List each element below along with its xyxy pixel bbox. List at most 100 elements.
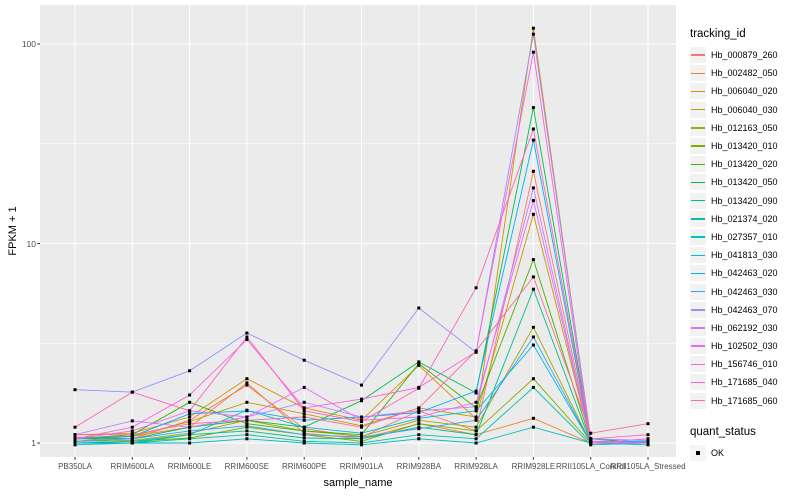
data-point bbox=[417, 437, 421, 441]
legend-items-quant-status: OK bbox=[690, 444, 778, 462]
data-point bbox=[188, 393, 192, 397]
data-point bbox=[474, 409, 478, 413]
data-point bbox=[130, 439, 134, 443]
legend-key-line bbox=[691, 309, 705, 311]
data-point bbox=[302, 418, 306, 422]
data-point bbox=[646, 437, 650, 441]
data-point bbox=[188, 437, 192, 441]
legend-item-label: Hb_027357_010 bbox=[711, 231, 778, 242]
data-point bbox=[417, 418, 421, 422]
legend-key-swatch bbox=[690, 283, 706, 300]
legend-key-line bbox=[691, 254, 705, 256]
data-point bbox=[474, 400, 478, 404]
data-point bbox=[417, 409, 421, 413]
data-point bbox=[417, 360, 421, 364]
legend-item-label: Hb_006040_030 bbox=[711, 104, 778, 115]
data-point bbox=[417, 362, 421, 366]
legend-item-Hb_012163_050: Hb_012163_050 bbox=[690, 119, 778, 137]
x-tick-label: RRIM600LA bbox=[110, 462, 155, 471]
legend-key-line bbox=[691, 290, 705, 293]
data-point bbox=[130, 433, 134, 437]
legend: tracking_id Hb_000879_260 Hb_002482_050 Hb… bbox=[690, 28, 778, 462]
data-point bbox=[302, 385, 306, 389]
legend-title-tracking-id: tracking_id bbox=[690, 28, 746, 40]
data-point bbox=[646, 438, 650, 442]
data-point bbox=[531, 138, 535, 142]
data-point bbox=[188, 369, 192, 373]
data-point bbox=[531, 385, 535, 389]
legend-item-Hb_041813_030: Hb_041813_030 bbox=[690, 246, 778, 264]
data-point bbox=[73, 437, 77, 441]
data-point bbox=[531, 343, 535, 347]
legend-key-line bbox=[691, 54, 705, 56]
legend-key-swatch bbox=[690, 319, 706, 336]
legend-item-Hb_156746_010: Hb_156746_010 bbox=[690, 355, 778, 373]
data-point bbox=[589, 439, 593, 443]
legend-key-line bbox=[691, 181, 705, 184]
y-tick-label: 10 bbox=[26, 238, 36, 249]
data-point bbox=[73, 433, 77, 437]
data-point bbox=[531, 287, 535, 291]
legend-item-Hb_021374_020: Hb_021374_020 bbox=[690, 210, 778, 228]
x-axis-title: sample_name bbox=[323, 477, 393, 489]
legend-key-line bbox=[691, 127, 705, 129]
data-point bbox=[474, 433, 478, 437]
x-tick-label: RRIM901LA bbox=[339, 462, 384, 471]
data-point bbox=[474, 415, 478, 419]
legend-key-swatch bbox=[690, 338, 706, 355]
legend-item-label: Hb_171685_060 bbox=[711, 395, 778, 406]
data-point bbox=[417, 306, 421, 310]
data-point bbox=[245, 422, 249, 426]
legend-title-quant-status: quant_status bbox=[690, 425, 756, 438]
legend-key-line bbox=[691, 109, 705, 111]
legend-key-swatch bbox=[690, 265, 706, 282]
legend-key-line bbox=[691, 72, 705, 75]
legend-item-Hb_042463_070: Hb_042463_070 bbox=[690, 301, 778, 319]
data-point bbox=[474, 286, 478, 290]
data-point bbox=[417, 406, 421, 410]
data-point bbox=[302, 433, 306, 437]
legend-key-swatch bbox=[690, 247, 706, 264]
legend-item-Hb_027357_010: Hb_027357_010 bbox=[690, 228, 778, 246]
data-point bbox=[245, 437, 249, 441]
data-point bbox=[302, 415, 306, 419]
data-point bbox=[360, 443, 363, 447]
data-point bbox=[474, 441, 478, 445]
data-point bbox=[589, 443, 593, 447]
data-point bbox=[245, 331, 249, 335]
data-point bbox=[73, 441, 77, 445]
data-point bbox=[130, 434, 134, 438]
legend-item-Hb_000879_260: Hb_000879_260 bbox=[690, 46, 778, 64]
data-point bbox=[302, 429, 306, 433]
data-point bbox=[474, 391, 478, 395]
x-tick-label: RRIM600PE bbox=[281, 462, 327, 471]
data-point bbox=[188, 412, 192, 416]
legend-item-label: Hb_021374_020 bbox=[711, 213, 778, 224]
legend-key-line bbox=[691, 327, 705, 329]
data-point bbox=[73, 439, 77, 443]
legend-item-Hb_013420_010: Hb_013420_010 bbox=[690, 137, 778, 155]
data-point bbox=[188, 400, 192, 404]
data-point bbox=[531, 127, 535, 131]
legend-item-Hb_002482_050: Hb_002482_050 bbox=[690, 64, 778, 82]
legend-key-swatch bbox=[690, 65, 706, 82]
legend-item-label: Hb_006040_020 bbox=[711, 86, 778, 97]
legend-item-Hb_042463_030: Hb_042463_030 bbox=[690, 282, 778, 300]
legend-key-line bbox=[691, 363, 705, 366]
data-point bbox=[474, 418, 478, 422]
data-point bbox=[417, 427, 421, 431]
legend-item-Hb_006040_030: Hb_006040_030 bbox=[690, 101, 778, 119]
legend-item-label: Hb_156746_010 bbox=[711, 359, 778, 370]
data-point bbox=[188, 409, 192, 413]
data-point bbox=[302, 358, 306, 362]
data-point bbox=[302, 409, 306, 413]
data-point bbox=[302, 400, 306, 404]
y-tick-label: 100 bbox=[21, 39, 36, 49]
data-point bbox=[646, 433, 650, 437]
data-point bbox=[417, 422, 421, 426]
legend-key-swatch bbox=[690, 392, 706, 409]
legend-item-Hb_013420_090: Hb_013420_090 bbox=[690, 192, 778, 210]
data-point bbox=[130, 429, 134, 433]
data-point bbox=[73, 435, 77, 439]
